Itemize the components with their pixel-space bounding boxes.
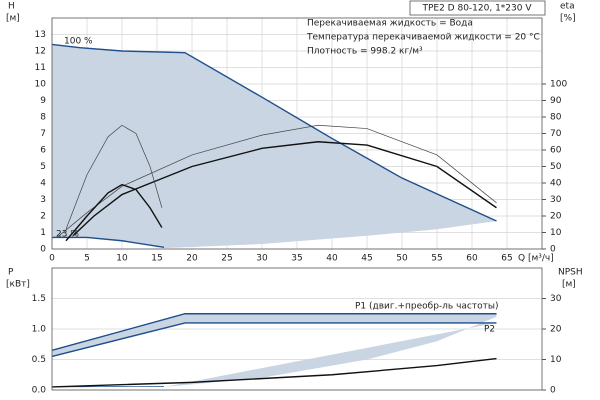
series-line: [51, 357, 497, 388]
x-tick-label: 5: [84, 254, 90, 264]
series-label: P2: [484, 325, 495, 335]
series-line: [51, 43, 497, 222]
y-tick-label: 8: [40, 113, 46, 123]
y-tick-label: 7: [40, 129, 46, 139]
x-tick-label: 20: [186, 254, 198, 264]
series-label: P1 (двиг.+преобр-ль частоты): [355, 302, 499, 312]
y-tick-label: 10: [35, 80, 47, 90]
y2-tick-label: 30: [550, 195, 562, 205]
y-axis-label: P: [8, 268, 14, 278]
x-tick-label: 65: [501, 254, 512, 264]
chart-title: TPE2 D 80-120, 1*230 V: [421, 4, 532, 14]
y2-axis-unit: [м]: [562, 280, 576, 290]
annotation: Плотность = 998.2 кг/м³: [307, 47, 423, 57]
x-tick-label: 0: [49, 254, 55, 264]
y2-axis-unit: [%]: [560, 14, 576, 24]
x-tick-label: 45: [361, 254, 372, 264]
y-tick-label: 13: [35, 30, 46, 40]
y-tick-label: 0: [40, 245, 46, 255]
y2-tick-label: 70: [550, 129, 562, 139]
annotation: Перекачиваемая жидкость = Вода: [307, 19, 473, 29]
y2-tick-label: 0: [550, 386, 556, 396]
y-tick-label: 4: [40, 179, 46, 189]
y2-tick-label: 60: [550, 146, 562, 156]
y-tick-label: 0.5: [32, 355, 46, 365]
plot-frame: [51, 267, 543, 391]
series-line: [51, 322, 497, 358]
y2-tick-label: 10: [550, 355, 562, 365]
x-axis-label: Q [м³/ч]: [518, 254, 554, 264]
annotation: Температура перекачиваемой жидкости = 20…: [306, 33, 540, 43]
y2-tick-label: 90: [550, 96, 562, 106]
y-tick-label: 1.0: [32, 325, 47, 335]
x-tick-label: 55: [431, 254, 442, 264]
series-label: 23 %: [56, 230, 79, 240]
x-tick-label: 40: [326, 254, 338, 264]
y2-tick-label: 50: [550, 162, 562, 172]
y2-tick-label: 20: [550, 212, 562, 222]
x-tick-label: 10: [116, 254, 128, 264]
y-tick-label: 1.5: [32, 294, 46, 304]
x-tick-label: 60: [466, 254, 478, 264]
y-tick-label: 11: [35, 63, 46, 73]
x-tick-label: 15: [151, 254, 162, 264]
y2-tick-label: 40: [550, 179, 562, 189]
x-tick-label: 35: [291, 254, 302, 264]
y2-tick-label: 10: [550, 228, 562, 238]
x-tick-label: 30: [256, 254, 268, 264]
y2-tick-label: 0: [550, 245, 556, 255]
y-axis-unit: [м]: [6, 14, 20, 24]
series-line: [51, 313, 497, 352]
y-tick-label: 1: [40, 228, 46, 238]
title-box: [409, 0, 546, 16]
y-tick-label: 0.0: [32, 386, 47, 396]
plot-frame: [51, 17, 543, 250]
y2-tick-label: 20: [550, 325, 562, 335]
operating-range: [52, 313, 497, 387]
x-tick-label: 50: [396, 254, 408, 264]
y2-axis-label: eta: [560, 2, 575, 12]
y-tick-label: 9: [40, 96, 46, 106]
y2-tick-label: 100: [550, 80, 567, 90]
y-axis-label: H: [8, 2, 15, 12]
y-axis-unit: [кВт]: [6, 280, 30, 290]
y2-axis-label: NPSH: [558, 268, 583, 278]
series-line: [65, 183, 163, 242]
x-tick-label: 25: [221, 254, 232, 264]
y2-tick-label: 80: [550, 113, 562, 123]
y-tick-label: 6: [40, 146, 46, 156]
y-tick-label: 3: [40, 195, 46, 205]
y-tick-label: 5: [40, 162, 46, 172]
series-line: [65, 124, 163, 230]
y-tick-label: 12: [35, 47, 46, 57]
series-label: 100 %: [64, 37, 93, 47]
y2-tick-label: 30: [550, 294, 562, 304]
series-line: [72, 141, 497, 237]
y-tick-label: 2: [40, 212, 46, 222]
